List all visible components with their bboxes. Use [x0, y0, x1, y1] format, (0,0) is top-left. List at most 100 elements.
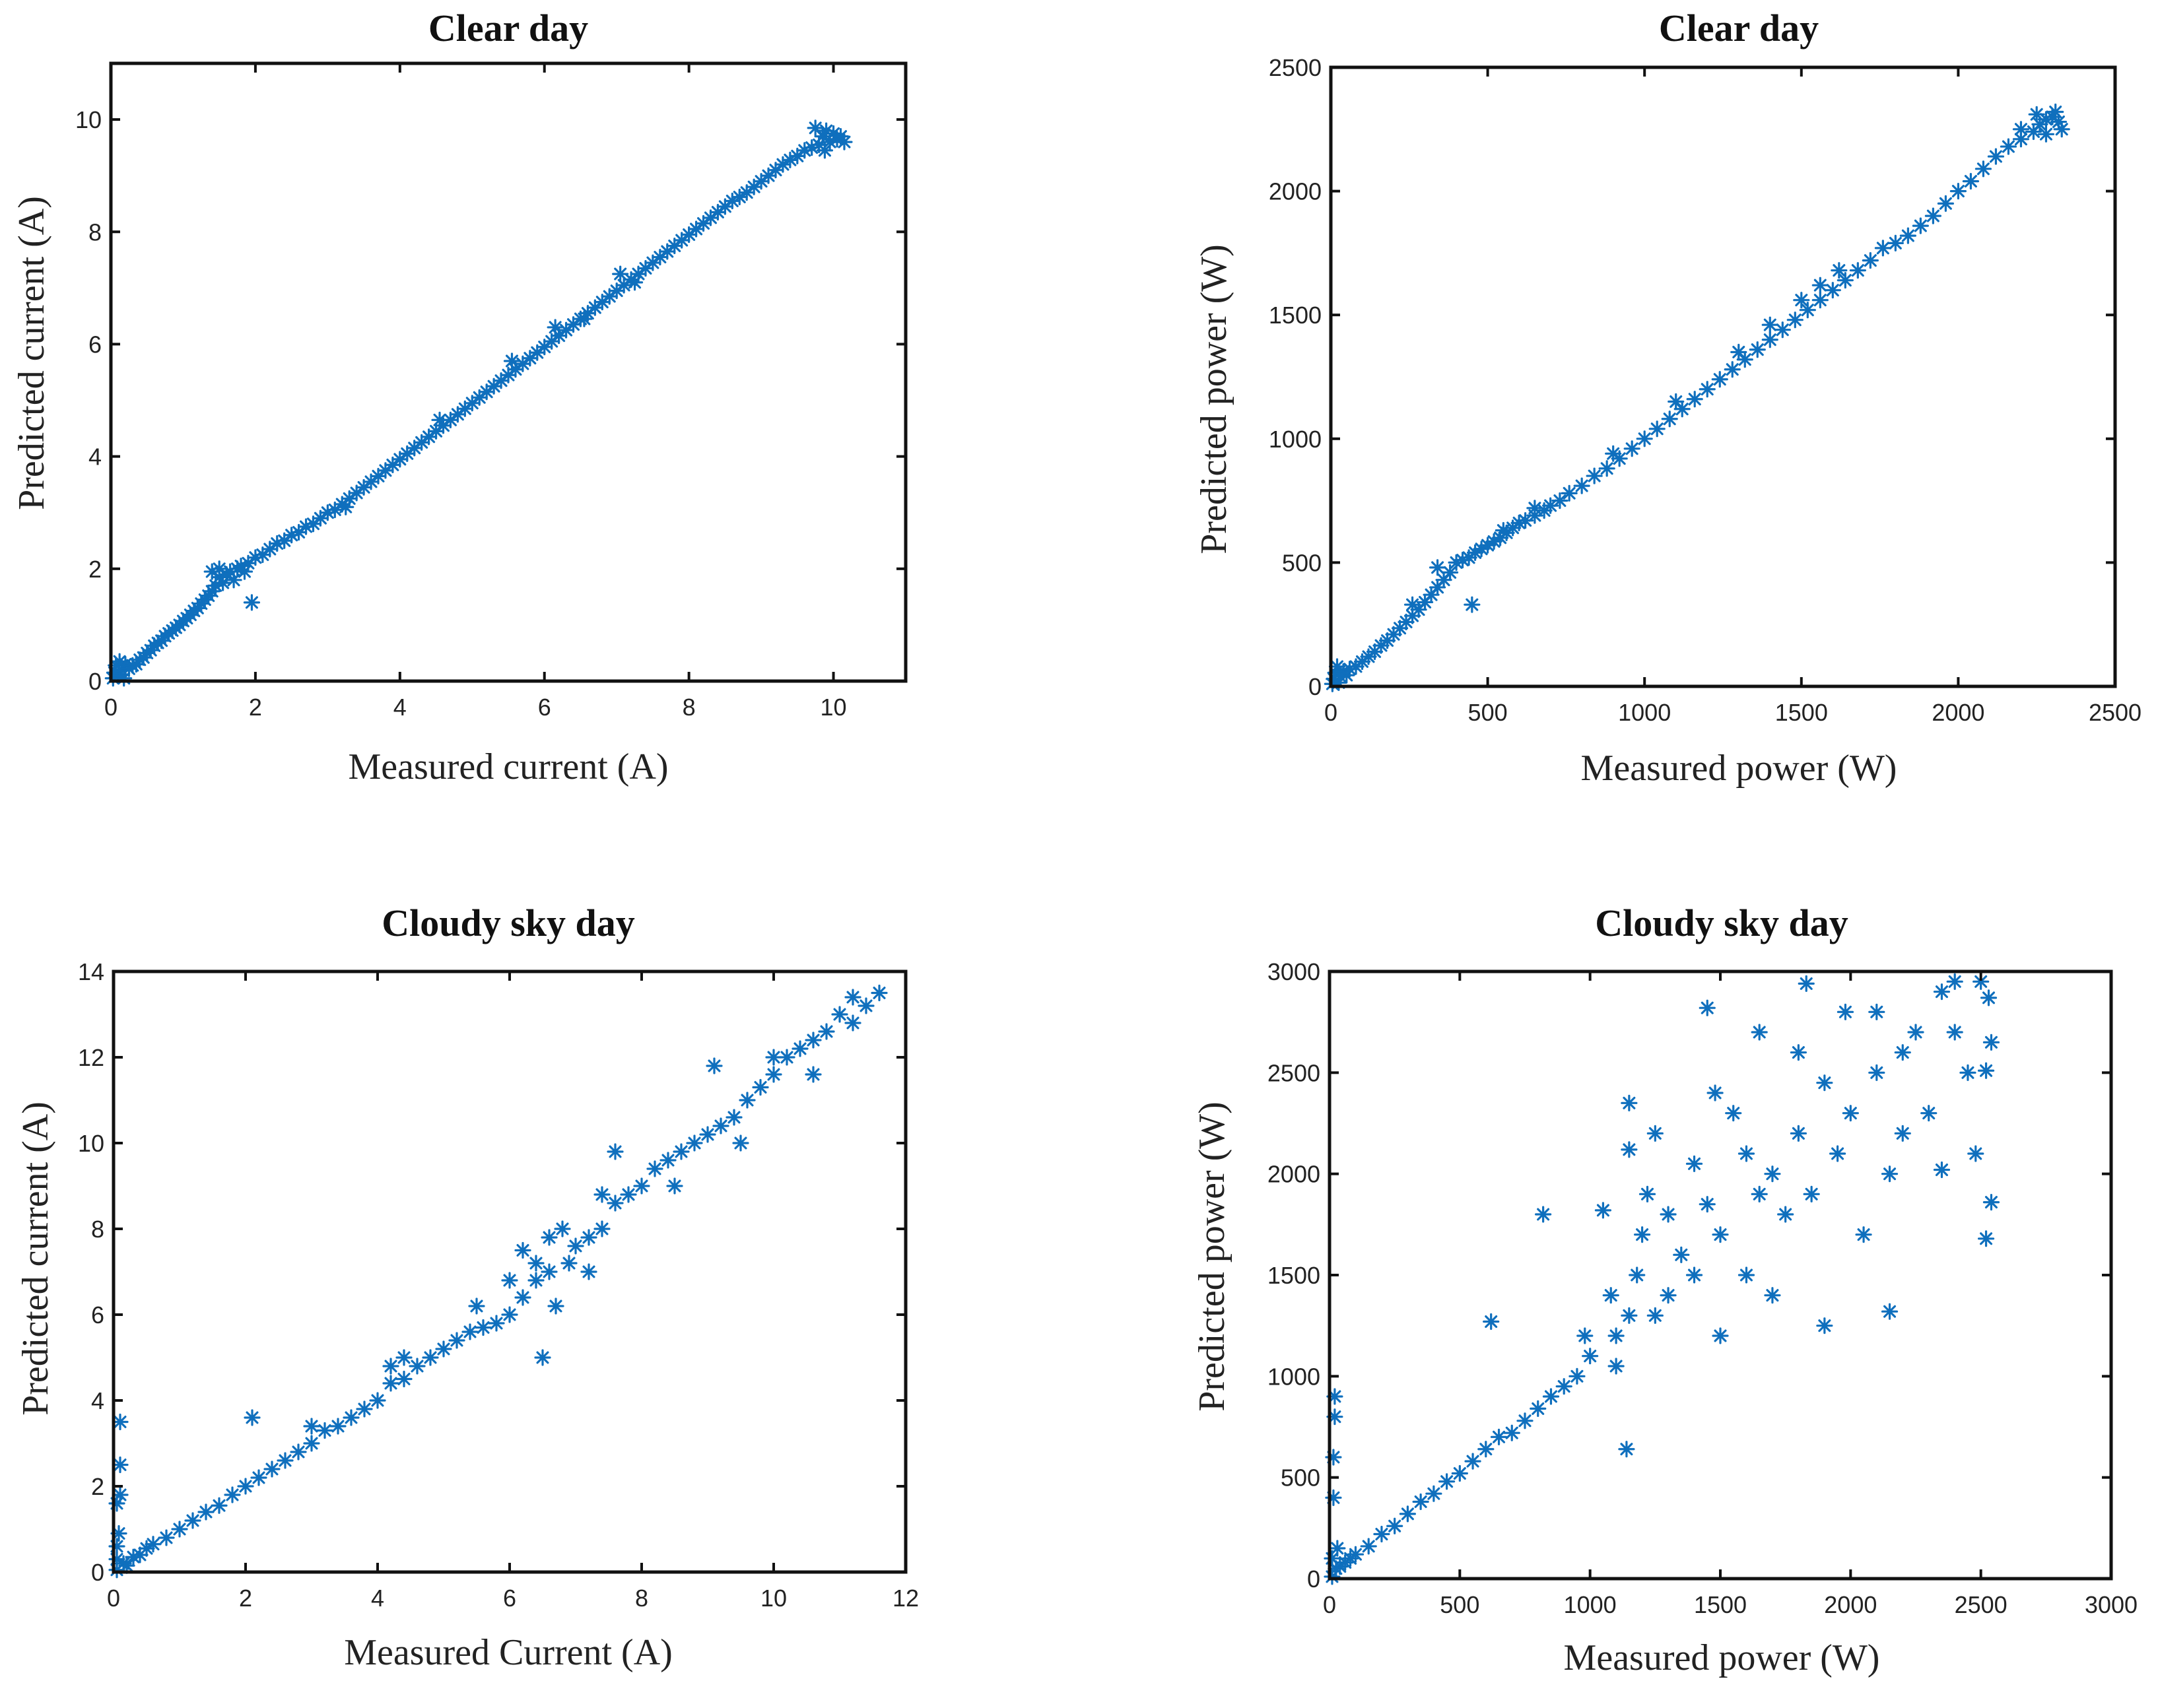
data-point	[1811, 277, 1829, 294]
data-point	[1816, 1074, 1833, 1092]
data-point	[108, 1538, 125, 1555]
data-point	[1790, 1125, 1807, 1142]
data-point	[1712, 1226, 1729, 1243]
data-point	[197, 1503, 215, 1521]
data-point	[243, 594, 261, 611]
data-point	[244, 1409, 261, 1426]
data-point	[637, 259, 654, 277]
data-point	[1495, 522, 1512, 539]
data-point	[488, 1315, 505, 1332]
data-point	[1646, 1125, 1664, 1142]
x-tick-label: 4	[393, 694, 407, 721]
y-tick-label: 500	[1282, 549, 1322, 576]
data-point	[1887, 234, 1904, 251]
data-point	[431, 411, 448, 428]
x-tick-label: 0	[104, 694, 118, 721]
data-point	[1429, 559, 1446, 576]
y-tick-label: 0	[1308, 673, 1322, 700]
data-point	[442, 411, 459, 428]
data-point	[1582, 1348, 1599, 1365]
chart-title: Cloudy sky day	[1595, 902, 1848, 944]
data-point	[626, 274, 644, 291]
data-point	[844, 989, 861, 1006]
data-point	[1730, 343, 1747, 361]
x-tick-label: 1000	[1618, 699, 1671, 726]
y-tick-label: 10	[78, 1130, 104, 1157]
data-point	[1751, 1185, 1768, 1202]
data-point	[725, 1109, 743, 1126]
data-point	[1924, 207, 1941, 224]
data-point	[1699, 381, 1716, 398]
data-point	[871, 984, 888, 1002]
data-point	[1764, 1287, 1781, 1304]
data-point	[337, 498, 354, 515]
data-point	[1764, 1166, 1781, 1183]
data-point	[1438, 1473, 1456, 1490]
y-axis-label: Predicted current (A)	[15, 1101, 56, 1416]
data-point	[112, 1486, 129, 1503]
x-tick-label: 2	[249, 694, 262, 721]
data-point	[1774, 321, 1791, 339]
data-point	[471, 389, 488, 406]
data-point	[456, 400, 473, 417]
data-point	[1441, 564, 1459, 581]
data-point	[666, 237, 683, 255]
data-point	[1790, 1044, 1807, 1061]
data-point	[2012, 121, 2030, 138]
y-axis-label: Predicted current (A)	[11, 196, 52, 510]
x-tick-label: 10	[760, 1585, 787, 1612]
data-point	[369, 1392, 386, 1409]
data-point	[1711, 371, 1728, 388]
y-tick-label: 0	[1307, 1565, 1320, 1593]
data-point	[348, 484, 365, 502]
data-point	[1623, 440, 1640, 457]
data-point	[527, 1272, 545, 1289]
x-axis-label: Measured Current (A)	[344, 1632, 673, 1673]
y-tick-label: 4	[88, 443, 102, 471]
data-points	[104, 119, 853, 687]
data-point	[1725, 1105, 1742, 1122]
data-point	[1329, 1540, 1346, 1557]
data-point	[1987, 148, 2005, 165]
data-points	[108, 984, 888, 1579]
data-point	[1937, 195, 1954, 212]
data-points	[1324, 973, 2000, 1585]
x-axis-label: Measured current (A)	[348, 746, 668, 787]
y-tick-label: 500	[1281, 1464, 1320, 1492]
data-point	[343, 1409, 360, 1426]
y-tick-label: 12	[78, 1044, 104, 1071]
data-point	[1829, 1145, 1846, 1162]
data-point	[699, 1126, 716, 1143]
chart-panel-3: Cloudy sky day Measured Current (A) Pred…	[0, 854, 1079, 1708]
data-point	[1868, 1064, 1885, 1081]
data-point	[1837, 1003, 1854, 1020]
x-tick-label: 10	[821, 694, 847, 721]
data-point	[422, 1349, 439, 1366]
data-point	[831, 1006, 848, 1023]
data-point	[395, 1349, 413, 1366]
data-point	[1661, 411, 1678, 428]
data-point	[1477, 1441, 1495, 1458]
data-point	[1516, 1412, 1534, 1429]
chart-panel-1: Clear day Measured current (A) Predicted…	[0, 0, 1079, 854]
data-point	[1561, 484, 1578, 502]
data-point	[805, 1066, 822, 1083]
data-point	[554, 1220, 571, 1237]
data-point	[1777, 1206, 1794, 1223]
data-point	[1724, 361, 1741, 378]
data-point	[1881, 1303, 1899, 1320]
data-point	[1633, 1226, 1651, 1243]
data-point	[1576, 1327, 1594, 1344]
chart-panel-2: Clear day Measured power (W) Predicted p…	[1079, 0, 2158, 854]
y-tick-label: 0	[91, 1559, 104, 1586]
data-point	[612, 265, 629, 282]
data-point	[836, 133, 853, 150]
data-point	[1977, 1230, 1995, 1247]
data-point	[1586, 467, 1603, 484]
x-tick-label: 0	[107, 1585, 120, 1612]
data-point	[1423, 586, 1440, 603]
data-point	[1685, 1155, 1703, 1172]
data-point	[224, 1486, 241, 1503]
data-point	[1959, 1064, 1976, 1081]
y-tick-label: 2000	[1269, 178, 1322, 205]
